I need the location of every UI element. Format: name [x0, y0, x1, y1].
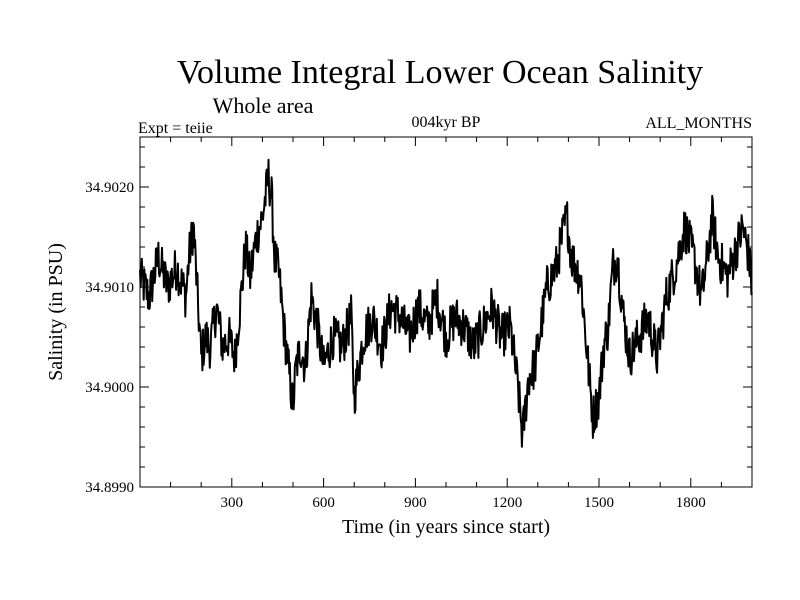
period-label: 004kyr BP: [412, 114, 481, 131]
x-tick-labels: 300 600 900 1200 1500 1800: [221, 495, 706, 511]
y-axis-label: Salinity (in PSU): [45, 243, 67, 381]
x-tick-label: 600: [312, 495, 335, 511]
experiment-label: Expt = teiie: [138, 120, 213, 137]
y-tick-labels: 34.8990 34.9000 34.9010 34.9020: [85, 180, 134, 496]
x-tick-label: 1800: [676, 495, 706, 511]
axis-ticks: [140, 137, 752, 487]
y-tick-label: 34.9000: [85, 380, 134, 396]
y-tick-label: 34.9020: [85, 180, 134, 196]
plot-frame: [139, 136, 753, 488]
salinity-series-line: [139, 158, 753, 448]
chart-subtitle: Whole area: [213, 93, 314, 118]
x-tick-label: 900: [404, 495, 427, 511]
x-tick-label: 1200: [492, 495, 522, 511]
chart-title: Volume Integral Lower Ocean Salinity: [177, 54, 703, 91]
x-axis-label: Time (in years since start): [342, 516, 550, 538]
x-tick-label: 1500: [584, 495, 614, 511]
x-tick-label: 300: [221, 495, 244, 511]
months-label: ALL_MONTHS: [645, 115, 752, 132]
y-tick-label: 34.9010: [85, 280, 134, 296]
y-tick-label: 34.8990: [85, 480, 134, 496]
